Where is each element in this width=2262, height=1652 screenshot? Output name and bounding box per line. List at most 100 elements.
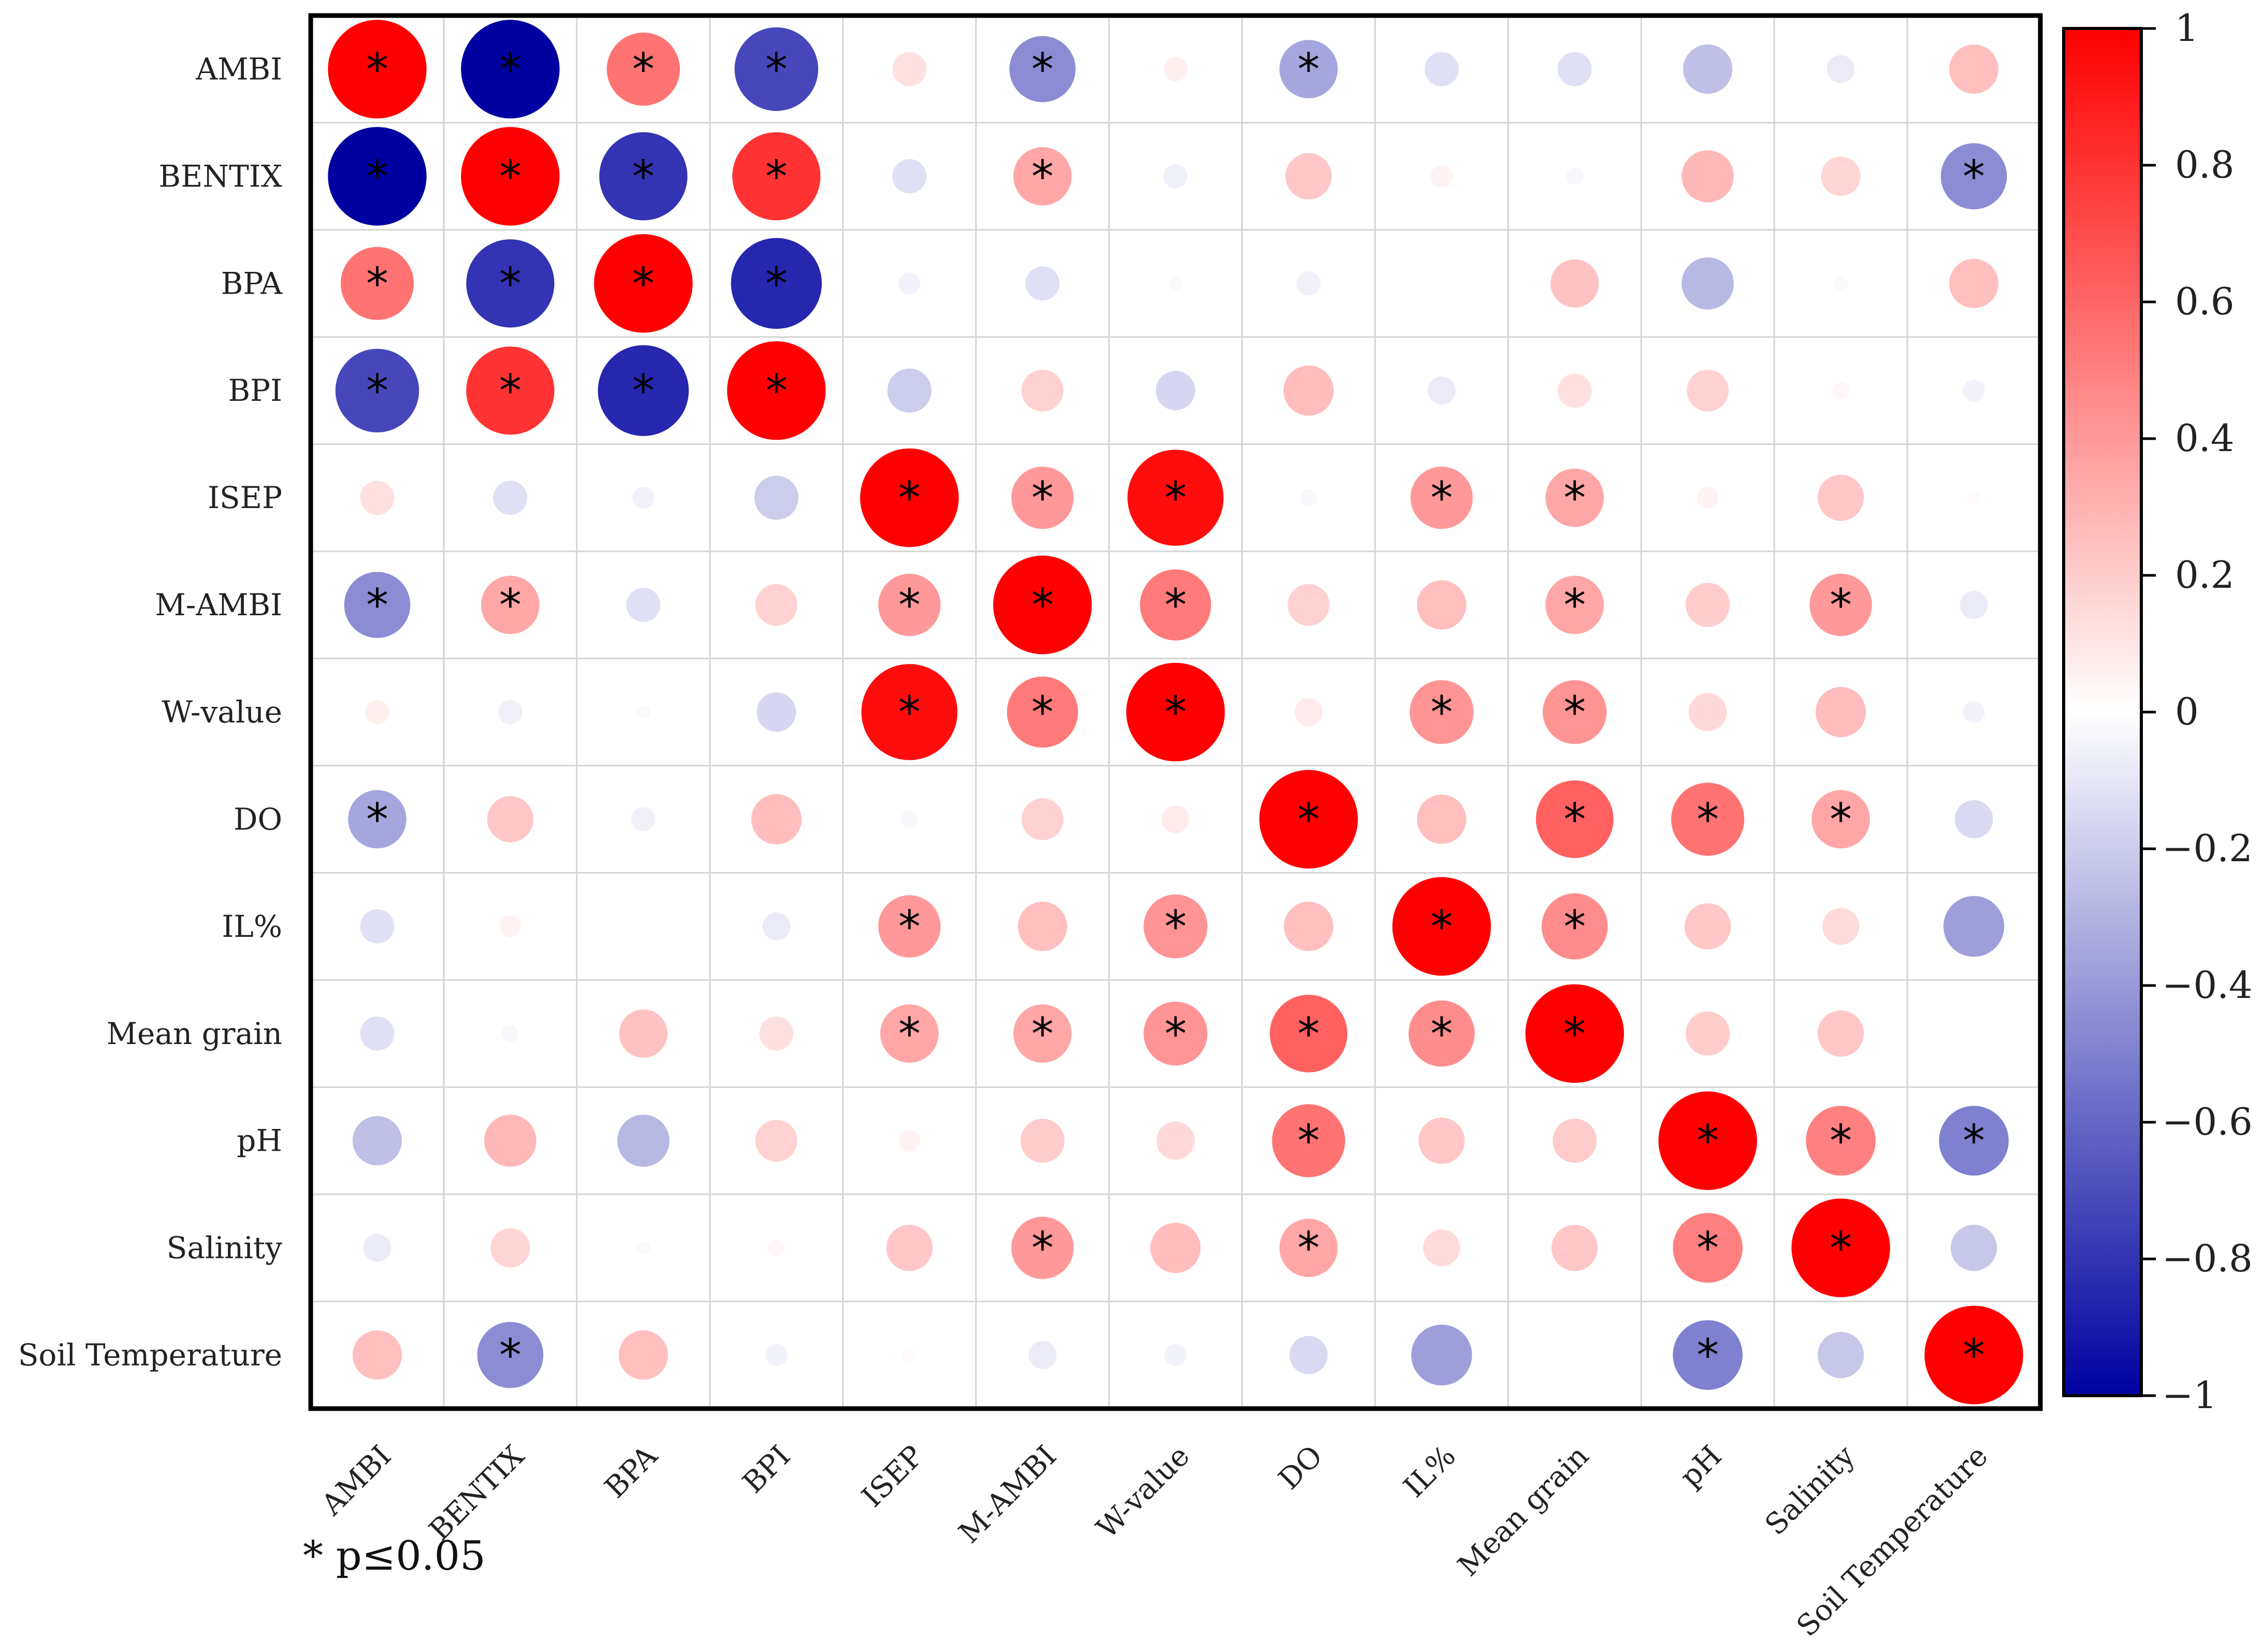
x-axis-labels: AMBI BENTIX BPA BPI ISEP M-AMBI W-value DO IL%Me…: [315, 1439, 1995, 1644]
correlation-circle: [1143, 894, 1208, 959]
significance-star: *: [1563, 687, 1586, 738]
correlation-circle: [993, 555, 1092, 655]
x-axis-label: ISEP: [856, 1439, 930, 1514]
correlation-circle: [484, 1114, 536, 1167]
correlation-circle: [1007, 676, 1078, 748]
colorbar-tick-label: −0.2: [2162, 827, 2253, 870]
correlation-circle: [1020, 1119, 1065, 1163]
correlation-circle: [1949, 258, 1999, 308]
correlation-circle: [631, 807, 656, 832]
correlation-circle: [1817, 474, 1864, 521]
x-axis-label: W-value: [1090, 1439, 1196, 1545]
significance-star: *: [1032, 579, 1054, 631]
colorbar-tick-label: 0.6: [2175, 280, 2235, 323]
correlation-circle: [1550, 259, 1599, 308]
correlation-circle: [1939, 1106, 2009, 1176]
significance-star: *: [1430, 687, 1453, 738]
significance-star: *: [366, 44, 388, 95]
correlation-circle: [1686, 583, 1730, 627]
significance-star: *: [1430, 1008, 1453, 1060]
significance-star: *: [898, 472, 921, 524]
correlation-circle: [1279, 1219, 1338, 1277]
colorbar-tick-label: −1: [2162, 1373, 2217, 1417]
correlation-circle: [619, 1009, 668, 1058]
significance-star: *: [499, 579, 521, 631]
correlation-circle: [1011, 1216, 1074, 1279]
significance-star: *: [632, 151, 655, 202]
correlation-circle: [1156, 1121, 1195, 1160]
correlation-circle: [1553, 1119, 1597, 1163]
correlation-circle: [1424, 52, 1459, 86]
correlation-circle: [344, 572, 411, 638]
significance-star: *: [1697, 1330, 1719, 1382]
correlation-circle: [1817, 1010, 1864, 1057]
significance-star: *: [499, 1330, 521, 1382]
correlation-circle: [892, 52, 927, 86]
correlation-circle: [328, 20, 427, 119]
correlation-circle: [1295, 698, 1323, 726]
correlation-circle: [598, 345, 689, 436]
correlation-circle: [1126, 662, 1225, 762]
grid-lines: [311, 16, 2040, 1409]
y-axis-label: BPI: [228, 373, 282, 408]
correlation-circle: [1418, 1118, 1465, 1164]
significance-star: *: [1563, 794, 1586, 846]
correlation-circle: [1287, 584, 1330, 626]
correlation-circle: [1163, 164, 1188, 189]
significance-star: *: [765, 365, 788, 417]
correlation-circle: [477, 1322, 544, 1388]
x-axis-label: Mean grain: [1452, 1439, 1596, 1583]
correlation-circle: [1557, 373, 1592, 408]
correlation-circle: [340, 247, 414, 320]
correlation-circle: [328, 127, 427, 226]
correlation-circle: [755, 584, 798, 626]
correlation-circle: [860, 448, 959, 547]
significance-star: *: [1963, 151, 1985, 202]
correlation-circle: [1791, 1198, 1890, 1297]
correlation-circle: [1822, 908, 1860, 945]
correlation-circle: [901, 810, 918, 828]
correlation-circle: [898, 1129, 921, 1152]
correlation-circle: [880, 1004, 939, 1063]
significance-star: *: [898, 901, 921, 953]
correlation-circle: [1289, 1336, 1328, 1374]
significance-star: *: [1430, 901, 1453, 953]
correlation-circle: [1832, 382, 1850, 399]
correlation-circle: [1816, 687, 1866, 737]
correlation-circle: [490, 1228, 530, 1268]
significance-star: *: [1963, 1115, 1985, 1167]
correlation-circle: [734, 27, 818, 111]
correlation-circle: [1963, 701, 1985, 723]
significance-star: *: [1563, 579, 1586, 631]
y-axis-label: AMBI: [195, 51, 282, 86]
significance-star: *: [1165, 687, 1187, 738]
correlation-circle: [1021, 798, 1064, 841]
correlation-circle: [759, 1016, 794, 1051]
correlation-circle: [1155, 371, 1196, 411]
correlation-circle: [1809, 573, 1872, 636]
correlation-circle: [1283, 365, 1334, 416]
y-axis-label: ISEP: [208, 480, 282, 515]
correlation-circle: [498, 700, 523, 724]
correlation-circle: [1021, 369, 1064, 412]
correlation-circle: [1543, 680, 1607, 744]
correlation-circle: [636, 705, 650, 719]
y-axis-label: DO: [234, 802, 282, 837]
significance-star: *: [1563, 472, 1586, 524]
correlation-circle: [1683, 44, 1733, 94]
significance-star: *: [1830, 1115, 1852, 1167]
correlation-circle: [1811, 790, 1870, 849]
correlation-circle: [1806, 1106, 1876, 1176]
correlation-circle: [1279, 40, 1338, 98]
correlation-circle: [1697, 486, 1719, 509]
correlation-circle: [755, 1120, 798, 1162]
correlation-circle: [878, 573, 941, 636]
correlation-circle: [360, 481, 395, 515]
correlation-circle: [1410, 680, 1474, 744]
y-axis-labels: AMBI BENTIX BPA BPI ISEP M-AMBI W-value DO IL% Me…: [18, 51, 283, 1372]
correlation-circle: [1817, 1331, 1864, 1379]
correlation-circle: [1658, 1091, 1757, 1190]
correlation-circle: [365, 700, 389, 724]
correlation-circle: [626, 588, 661, 622]
x-axis-label: BENTIX: [423, 1439, 531, 1547]
